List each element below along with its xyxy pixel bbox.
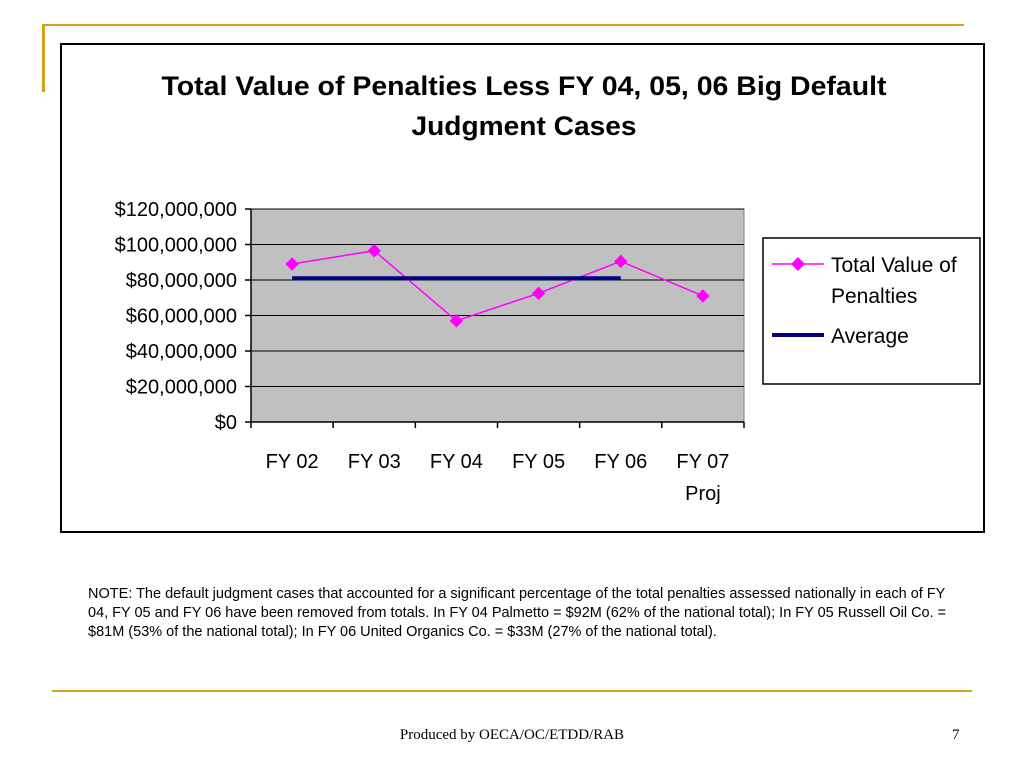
data-point — [614, 254, 628, 269]
chart-title-line-1: Total Value of Penalties Less FY 04, 05,… — [162, 71, 887, 101]
footer-text: Produced by OECA/OC/ETDD/RAB — [399, 727, 625, 743]
y-tick-label: $80,000,000 — [126, 270, 237, 292]
legend-label-total-value: Total Value of — [831, 254, 957, 277]
chart-container: Total Value of Penalties Less FY 04, 05,… — [60, 43, 985, 533]
x-tick-label: FY 03 — [348, 451, 401, 473]
y-tick-label: $40,000,000 — [126, 341, 237, 363]
y-tick-label: $20,000,000 — [126, 377, 237, 399]
x-tick-label: FY 04 — [430, 451, 483, 473]
legend-label-total-value: Penalties — [831, 285, 917, 308]
legend-marker-total-value — [791, 257, 805, 271]
x-tick-label: FY 06 — [594, 451, 647, 473]
legend-label-average: Average — [831, 325, 909, 348]
decor-top-line — [42, 24, 964, 26]
chart: Total Value of Penalties Less FY 04, 05,… — [115, 71, 981, 505]
note-text: NOTE: The default judgment cases that ac… — [88, 586, 947, 640]
series-line-total-value — [291, 249, 704, 322]
x-tick-label: FY 07 — [676, 451, 729, 473]
data-point — [367, 244, 381, 258]
decor-bottom-line — [52, 690, 972, 692]
data-point — [696, 289, 710, 303]
decor-left-bar — [42, 24, 45, 92]
x-tick-label: FY 05 — [512, 451, 565, 473]
page-number: 7 — [952, 727, 960, 743]
y-tick-label: $120,000,000 — [115, 199, 237, 221]
y-tick-label: $60,000,000 — [126, 306, 237, 328]
x-tick-label: Proj — [685, 483, 721, 505]
y-tick-label: $100,000,000 — [115, 235, 237, 257]
data-point — [449, 314, 464, 328]
data-point — [531, 286, 546, 301]
chart-title-line-2: Judgment Cases — [412, 111, 637, 141]
x-tick-label: FY 02 — [266, 451, 319, 473]
data-point — [285, 257, 299, 271]
y-tick-label: $0 — [215, 412, 237, 434]
